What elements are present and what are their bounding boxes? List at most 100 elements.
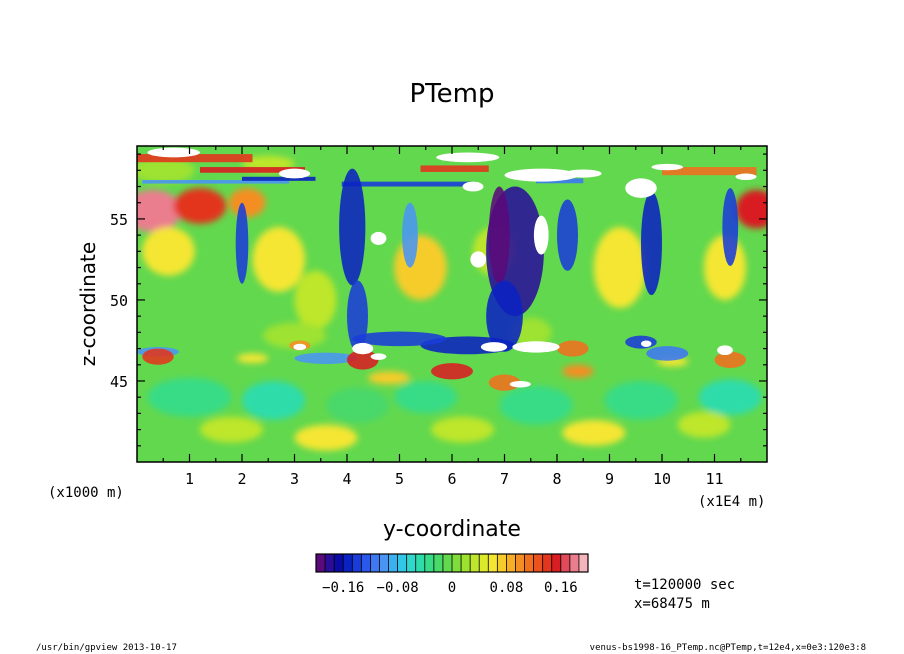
field-blob [294, 424, 358, 451]
out-of-range-cell [462, 181, 484, 192]
field-feature [235, 202, 249, 284]
field-blob [499, 385, 573, 425]
field-blob [593, 227, 647, 309]
colorbar-swatch [433, 554, 444, 572]
field-blob [252, 227, 305, 292]
colorbar-swatch [506, 554, 516, 572]
field-feature [431, 363, 473, 380]
colorbar [315, 553, 589, 573]
field-feature [486, 280, 523, 352]
y-axis-label: z-coordinate [76, 242, 100, 366]
colorbar-swatch [542, 554, 553, 572]
y-tick-label: 50 [110, 292, 128, 310]
field-blob [326, 387, 389, 424]
colorbar-tick-labels: −0.16 −0.08 0 0.08 0.16 [322, 580, 578, 596]
field-base [137, 146, 767, 462]
x-axis-ticks: 1 2 3 4 5 6 7 8 9 10 11 [162, 146, 742, 488]
colorbar-swatch [452, 554, 462, 572]
x-tick-label: 9 [605, 470, 614, 488]
colorbar-swatch [334, 554, 344, 572]
field-feature [625, 335, 657, 349]
colorbar-swatch [533, 554, 544, 572]
colorbar-swatch [397, 554, 408, 572]
out-of-range-cell [352, 342, 374, 355]
out-of-range-cell [504, 168, 578, 182]
colorbar-swatch [316, 554, 326, 572]
boundary-layer-band [420, 165, 489, 172]
boundary-layer-band [662, 167, 757, 176]
field-feature [347, 280, 368, 352]
x-tick-label: 3 [290, 470, 299, 488]
field-feature [722, 188, 739, 266]
out-of-range-cell [533, 215, 549, 255]
field-feature [557, 199, 578, 271]
field-blob [242, 380, 305, 420]
y-axis-ticks: 45 50 55 [110, 153, 767, 447]
colorbar-swatch [551, 554, 562, 572]
out-of-range-cell [370, 353, 387, 360]
field-blob [677, 411, 731, 438]
out-of-range-cell [147, 147, 200, 158]
out-of-range-cell [509, 380, 531, 388]
field-feature [347, 350, 379, 370]
out-of-range-cell [564, 169, 602, 178]
field-feature [339, 168, 366, 286]
field-feature [488, 186, 510, 284]
colorbar-swatch [442, 554, 453, 572]
out-of-range-cell [470, 251, 487, 268]
field-blob [236, 353, 269, 364]
field-blob [394, 380, 458, 414]
x-axis-label: y-coordinate [383, 517, 521, 542]
x-tick-label: 5 [395, 470, 404, 488]
colorbar-swatch [379, 554, 389, 572]
colorbar-frame [315, 553, 589, 573]
colorbar-swatch [470, 554, 480, 572]
out-of-range-cell [278, 168, 311, 179]
field-blob [294, 270, 337, 330]
colorbar-swatch [352, 554, 362, 572]
out-of-range-cell [717, 345, 733, 356]
y-tick-label: 45 [110, 373, 128, 391]
field-blob [228, 188, 266, 218]
footer-source: venus-bs1998-16_PTemp.nc@PTemp,t=12e4,x=… [590, 643, 866, 653]
out-of-range-cell [625, 178, 657, 198]
field-blob [137, 189, 182, 232]
x-tick-label: 8 [552, 470, 561, 488]
colorbar-swatch [361, 554, 371, 572]
footer-command: /usr/bin/gpview 2013-10-17 [36, 643, 177, 653]
colorbar-swatch [569, 554, 580, 572]
field-blob [698, 379, 762, 416]
field-blob [735, 189, 767, 229]
colorbar-tick-label: 0 [448, 580, 456, 596]
field-features [137, 147, 757, 391]
x-tick-label: 2 [237, 470, 246, 488]
colorbar-swatch [370, 554, 380, 572]
field-feature [646, 346, 689, 361]
field-feature [402, 202, 418, 268]
colorbar-tick-label: −0.16 [322, 580, 364, 596]
field-blob [142, 227, 195, 276]
x-tick-label: 4 [342, 470, 351, 488]
colorbar-swatch [479, 554, 489, 572]
out-of-range-cell [293, 343, 307, 351]
colorbar-swatch [424, 554, 435, 572]
position-annotation: x=68475 m [634, 596, 710, 612]
colorbar-swatch [325, 554, 335, 572]
colorbar-swatch [578, 554, 589, 572]
field-feature [714, 351, 746, 369]
colorbar-swatch [524, 554, 534, 572]
out-of-range-cell [641, 340, 652, 347]
boundary-layer-band [200, 167, 305, 173]
colorbar-swatch [515, 554, 525, 572]
x-axis-unit: (x1E4 m) [698, 494, 765, 510]
field-blob [173, 188, 227, 224]
out-of-range-cell [735, 173, 757, 181]
out-of-range-cell [480, 342, 508, 352]
out-of-range-cell [436, 152, 500, 163]
colorbar-tick-label: 0.16 [544, 580, 578, 596]
x-tick-label: 1 [185, 470, 194, 488]
field-blob [562, 364, 594, 378]
field-blob [394, 235, 447, 300]
x-tick-label: 7 [500, 470, 509, 488]
